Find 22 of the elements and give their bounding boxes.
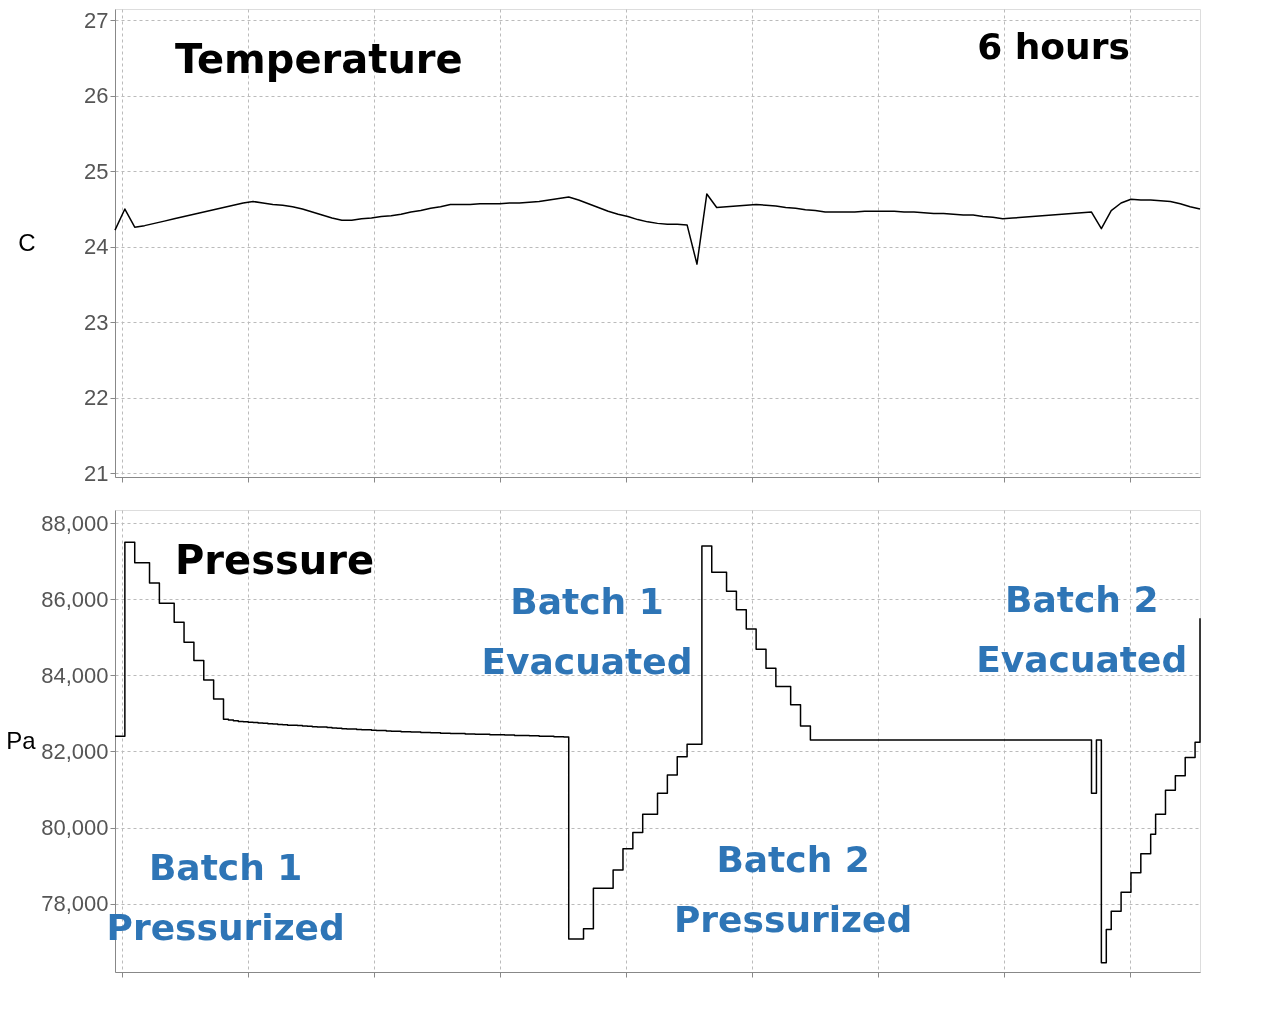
y-tick-label: 21 [84,460,109,486]
y-tick-label: 27 [84,7,109,33]
y-axis-title: Pa [6,726,37,754]
y-tick-label: 82,000 [41,738,109,764]
y-tick-label: 80,000 [41,815,109,841]
y-tick-label: 24 [84,234,109,260]
y-tick-label: 78,000 [41,891,109,917]
annotation: Batch 2 Evacuated [976,579,1188,681]
annotation: Batch 2 Pressurized [673,839,913,941]
y-tick-label: 86,000 [41,586,109,612]
y-tick-label: 22 [84,385,109,411]
y-tick-label: 25 [84,158,109,184]
text: Pressure [175,537,375,583]
y-tick-label: 88,000 [41,510,109,536]
annotation: Batch 1 Evacuated [481,581,693,683]
y-tick-label: 84,000 [41,662,109,688]
y-axis-title: C [18,228,36,256]
line-series [114,193,1201,265]
text: Temperature [175,36,463,82]
y-tick-label: 23 [84,309,109,335]
annotation: 6 hours [977,25,1130,67]
y-tick-label: 26 [84,83,109,109]
